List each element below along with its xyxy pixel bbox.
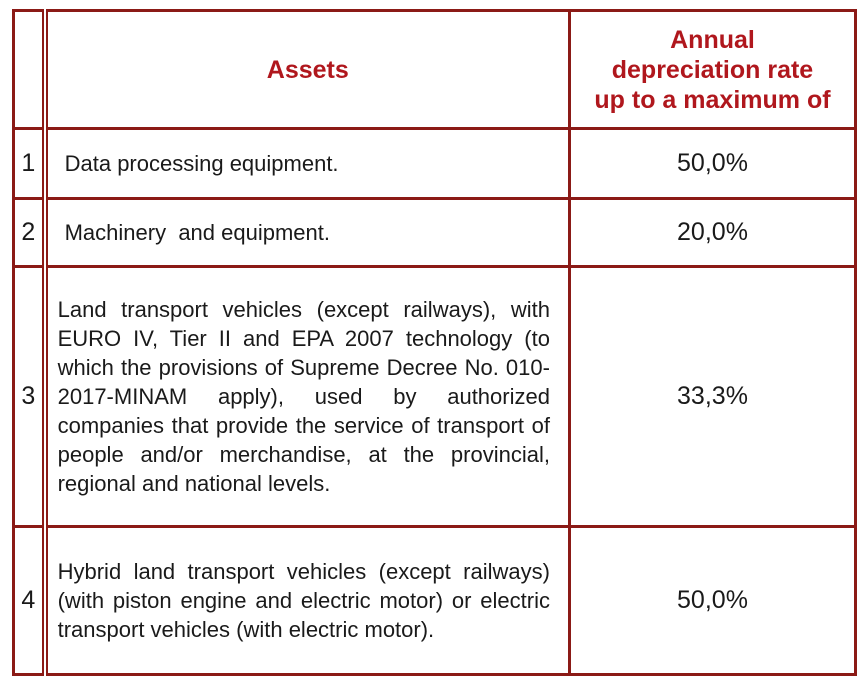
header-number-cell	[11, 9, 48, 130]
row-rate: 50,0%	[567, 127, 858, 200]
header-rate: Annual depreciation rate up to a maximum…	[567, 9, 858, 130]
row-asset: Hybrid land transport vehicles (except r…	[43, 525, 571, 676]
row-asset: Machinery and equipment.	[43, 197, 571, 268]
row-number: 3	[11, 265, 48, 528]
table-header-row: Assets Annual depreciation rate up to a …	[11, 9, 858, 130]
row-rate: 50,0%	[567, 525, 858, 676]
header-rate-line-1: Annual	[670, 25, 755, 54]
header-rate-line-2: depreciation rate	[611, 55, 814, 84]
row-asset: Land transport vehicles (except railways…	[43, 265, 571, 528]
row-rate: 33,3%	[567, 265, 858, 528]
depreciation-table: Assets Annual depreciation rate up to a …	[11, 9, 858, 676]
table-row: 4 Hybrid land transport vehicles (except…	[11, 525, 858, 676]
row-asset: Data processing equipment.	[43, 127, 571, 200]
row-rate: 20,0%	[567, 197, 858, 268]
row-number: 4	[11, 525, 48, 676]
table-row: 1 Data processing equipment. 50,0%	[11, 127, 858, 200]
table-row: 3 Land transport vehicles (except railwa…	[11, 265, 858, 528]
header-assets: Assets	[43, 9, 571, 130]
row-number: 2	[11, 197, 48, 268]
header-rate-line-3: up to a maximum of	[594, 85, 831, 114]
row-number: 1	[11, 127, 48, 200]
table-row: 2 Machinery and equipment. 20,0%	[11, 197, 858, 268]
